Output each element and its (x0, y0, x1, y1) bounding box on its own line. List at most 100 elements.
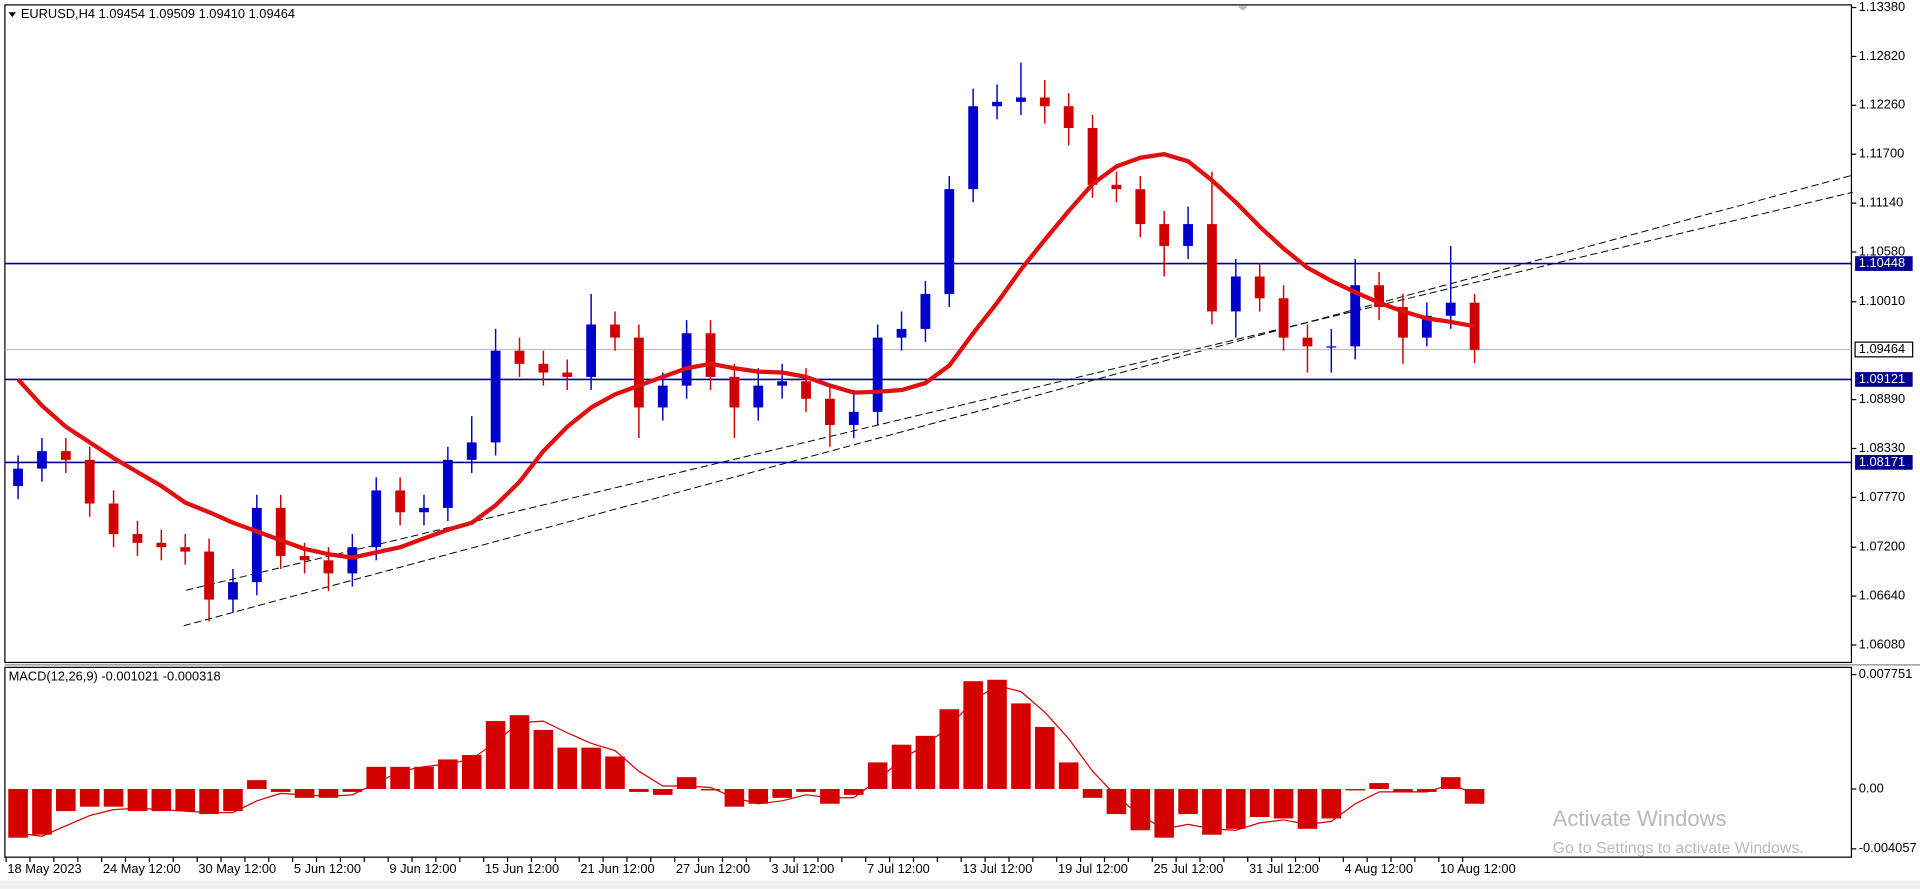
candle-body (347, 547, 358, 574)
y-tick-label: -0.004057 (1859, 840, 1917, 855)
shift-marker (1237, 6, 1248, 12)
x-tick-label: 18 May 2023 (7, 861, 81, 876)
candle-body (777, 381, 788, 386)
macd-bar (318, 788, 339, 798)
x-tick-label: 27 Jun 12:00 (676, 861, 750, 876)
candle-body (968, 106, 979, 190)
y-tick-label: 1.06640 (1859, 587, 1905, 602)
candle-body (1063, 106, 1074, 129)
macd-bar (1393, 788, 1413, 792)
watermark-subtitle: Go to Settings to activate Windows. (1553, 840, 1804, 857)
candle-body (1207, 224, 1217, 312)
candle-body (872, 337, 883, 412)
candle-body (204, 551, 214, 600)
macd-bar (390, 766, 410, 789)
candle-body (156, 542, 167, 548)
x-tick-label: 31 Jul 12:00 (1249, 861, 1319, 876)
candle-body (13, 468, 23, 487)
macd-bar (1035, 726, 1055, 789)
candle-body (442, 459, 453, 508)
x-tick-label: 15 Jun 12:00 (485, 861, 559, 876)
macd-bar (629, 788, 649, 792)
candle-body (1374, 285, 1384, 308)
candle-body (490, 350, 501, 443)
macd-bar (891, 744, 912, 789)
candle-body (657, 385, 668, 408)
macd-bar (820, 788, 840, 804)
x-tick-label: 19 Jul 12:00 (1058, 861, 1128, 876)
candle-body (944, 189, 955, 294)
y-tick-label: 0.00 (1859, 780, 1884, 795)
candle-body (681, 333, 692, 386)
macd-bar (175, 788, 195, 812)
y-tick-label: 1.08890 (1859, 391, 1905, 406)
y-tick-label: 1.13380 (1859, 0, 1905, 14)
x-tick-label: 24 May 12:00 (103, 861, 181, 876)
y-tick-label: 1.11700 (1859, 146, 1904, 161)
x-tick-label: 9 Jun 12:00 (389, 861, 456, 876)
macd-bar (748, 788, 769, 804)
macd-bar (247, 780, 267, 789)
candle-body (1254, 276, 1265, 299)
moving-average (16, 152, 1476, 560)
macd-bar (294, 788, 315, 798)
candle-body (1230, 276, 1241, 312)
candle-body (60, 451, 71, 460)
candle-body (562, 372, 573, 377)
candle-body (1087, 128, 1098, 185)
level-label: 1.09121 (1859, 371, 1905, 386)
price-label: 1.09464 (1859, 341, 1905, 356)
macd-bar (1297, 788, 1318, 829)
macd-bar (652, 788, 673, 795)
macd-bar (1106, 788, 1127, 815)
macd-bar (700, 788, 721, 791)
y-tick-label: 1.06080 (1859, 636, 1905, 651)
macd-bar (509, 715, 530, 789)
candle-body (251, 507, 262, 583)
menu-arrow[interactable] (8, 12, 16, 18)
y-tick-label: 1.10010 (1859, 293, 1905, 308)
macd-bar (1082, 788, 1103, 798)
candle-body (395, 490, 405, 513)
candle-body (1326, 346, 1337, 348)
macd-bar (939, 709, 960, 789)
trend-line (183, 174, 1853, 627)
macd-bar (1345, 788, 1365, 791)
macd-bar (1249, 788, 1270, 818)
y-tick-label: 1.07200 (1859, 539, 1905, 554)
level-label: 1.10448 (1859, 255, 1905, 270)
candle-body (132, 534, 143, 543)
candle-body (1135, 189, 1146, 225)
macd-bar (1178, 788, 1198, 815)
macd-bar (79, 788, 100, 807)
macd-bar (533, 729, 554, 789)
candle-body (323, 560, 334, 574)
macd-bar (987, 679, 1007, 789)
macd-bar (127, 788, 148, 812)
candle-body (299, 555, 310, 561)
candle-body (992, 101, 1002, 107)
main-panel (4, 4, 1853, 664)
macd-bar (1011, 703, 1031, 789)
candle-body (37, 451, 47, 469)
candle-body (1111, 184, 1122, 190)
candle-body (514, 350, 525, 364)
macd-bar (1226, 788, 1246, 829)
x-tick-label: 10 Aug 12:00 (1440, 861, 1516, 876)
candle-body (896, 328, 907, 338)
x-tick-label: 25 Jul 12:00 (1153, 861, 1223, 876)
x-tick-label: 7 Jul 12:00 (867, 861, 930, 876)
x-tick-label: 5 Jun 12:00 (294, 861, 361, 876)
candle-body (610, 324, 620, 338)
candle-body (753, 385, 764, 408)
level-label-box (1855, 256, 1913, 271)
candle-body (1445, 302, 1456, 316)
watermark-title: Activate Windows (1553, 806, 1727, 831)
candle-body (228, 582, 238, 600)
macd-bar (963, 681, 983, 789)
y-tick-label: 0.007751 (1859, 666, 1913, 681)
price-label-box (1854, 341, 1914, 358)
candle-body (586, 324, 597, 377)
candle-body (633, 337, 644, 408)
